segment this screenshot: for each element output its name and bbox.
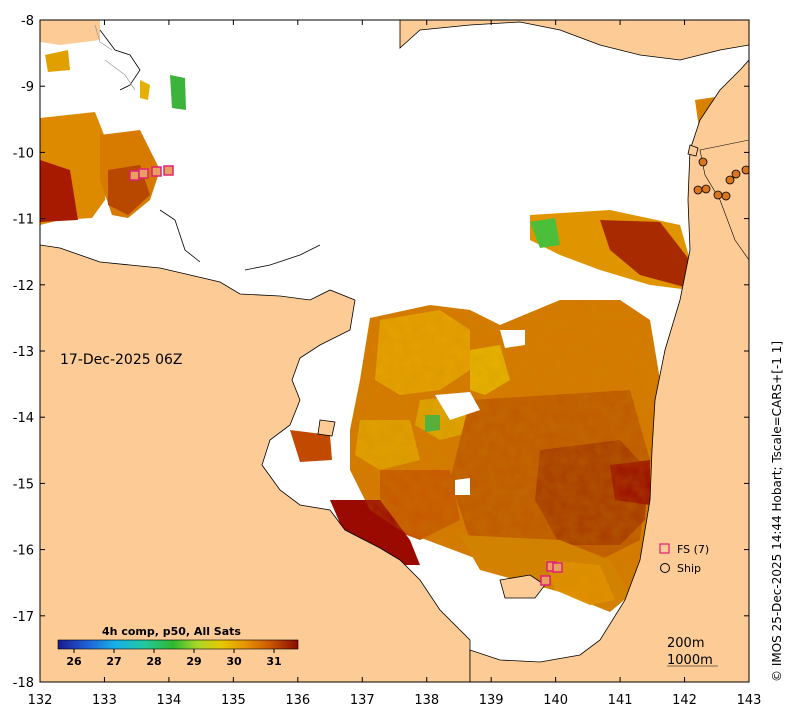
fs-legend-label: FS (7) xyxy=(677,543,709,556)
y-tick-label: -13 xyxy=(13,345,34,360)
x-tick-label: 142 xyxy=(672,693,697,708)
colorbar-tick-label: 30 xyxy=(226,655,242,668)
credit-text: © IMOS 25-Dec-2025 14:44 Hobart; Tscale=… xyxy=(770,341,784,682)
fs-legend-swatch xyxy=(659,543,670,554)
x-tick-label: 139 xyxy=(479,693,504,708)
scale-label-200m: 200m xyxy=(667,636,704,651)
colorbar-title: 4h comp, p50, All Sats xyxy=(102,625,241,638)
scale-label-1000m: 1000m xyxy=(667,653,713,668)
x-axis: 132 133 134 135 136 137 138 139 140 141 142 143 xyxy=(28,20,762,708)
ship-legend-label: Ship xyxy=(677,562,701,575)
x-tick-label: 134 xyxy=(156,693,181,708)
marker-legend: FS (7) Ship xyxy=(659,543,709,575)
y-tick-label: -14 xyxy=(13,411,34,426)
colorbar-tick-label: 26 xyxy=(66,655,82,668)
x-tick-label: 132 xyxy=(28,693,53,708)
map-area: FS (7) Ship 17-Dec-2025 06Z 200m 1000m 4… xyxy=(40,20,749,682)
x-tick-label: 143 xyxy=(737,693,762,708)
x-tick-label: 140 xyxy=(543,693,568,708)
colorbar-tick-label: 31 xyxy=(266,655,281,668)
colorbar-tick-label: 29 xyxy=(186,655,201,668)
x-tick-label: 135 xyxy=(221,693,246,708)
coastline xyxy=(99,29,321,271)
colorbar-ramp xyxy=(57,639,299,650)
colorbar-tick-label: 28 xyxy=(146,655,161,668)
colorbar-tick-label: 27 xyxy=(106,655,121,668)
colorbar: 4h comp, p50, All Sats 26 27 28 29 30 31 xyxy=(57,625,299,668)
date-label: 17-Dec-2025 06Z xyxy=(60,352,183,368)
x-tick-label: 141 xyxy=(608,693,633,708)
y-tick-label: -15 xyxy=(13,477,34,492)
x-tick-label: 133 xyxy=(92,693,117,708)
y-tick-label: -8 xyxy=(21,14,34,29)
sst-field xyxy=(40,50,749,612)
y-tick-label: -9 xyxy=(21,80,34,95)
y-tick-label: -10 xyxy=(13,146,34,161)
ship-legend-swatch xyxy=(660,563,670,573)
y-tick-label: -12 xyxy=(13,279,34,294)
y-axis: -8 -9 -10 -11 -12 -13 -14 -15 -16 -17 -18 xyxy=(13,14,749,691)
ship-markers xyxy=(693,157,749,201)
x-tick-label: 136 xyxy=(285,693,310,708)
land xyxy=(40,20,749,682)
river-lines xyxy=(94,24,136,91)
y-tick-label: -18 xyxy=(13,676,34,691)
y-tick-label: -11 xyxy=(13,213,34,228)
x-tick-label: 137 xyxy=(350,693,375,708)
x-tick-label: 138 xyxy=(414,693,439,708)
y-tick-label: -16 xyxy=(13,544,34,559)
fs-markers xyxy=(129,165,563,586)
y-tick-label: -17 xyxy=(13,610,34,625)
